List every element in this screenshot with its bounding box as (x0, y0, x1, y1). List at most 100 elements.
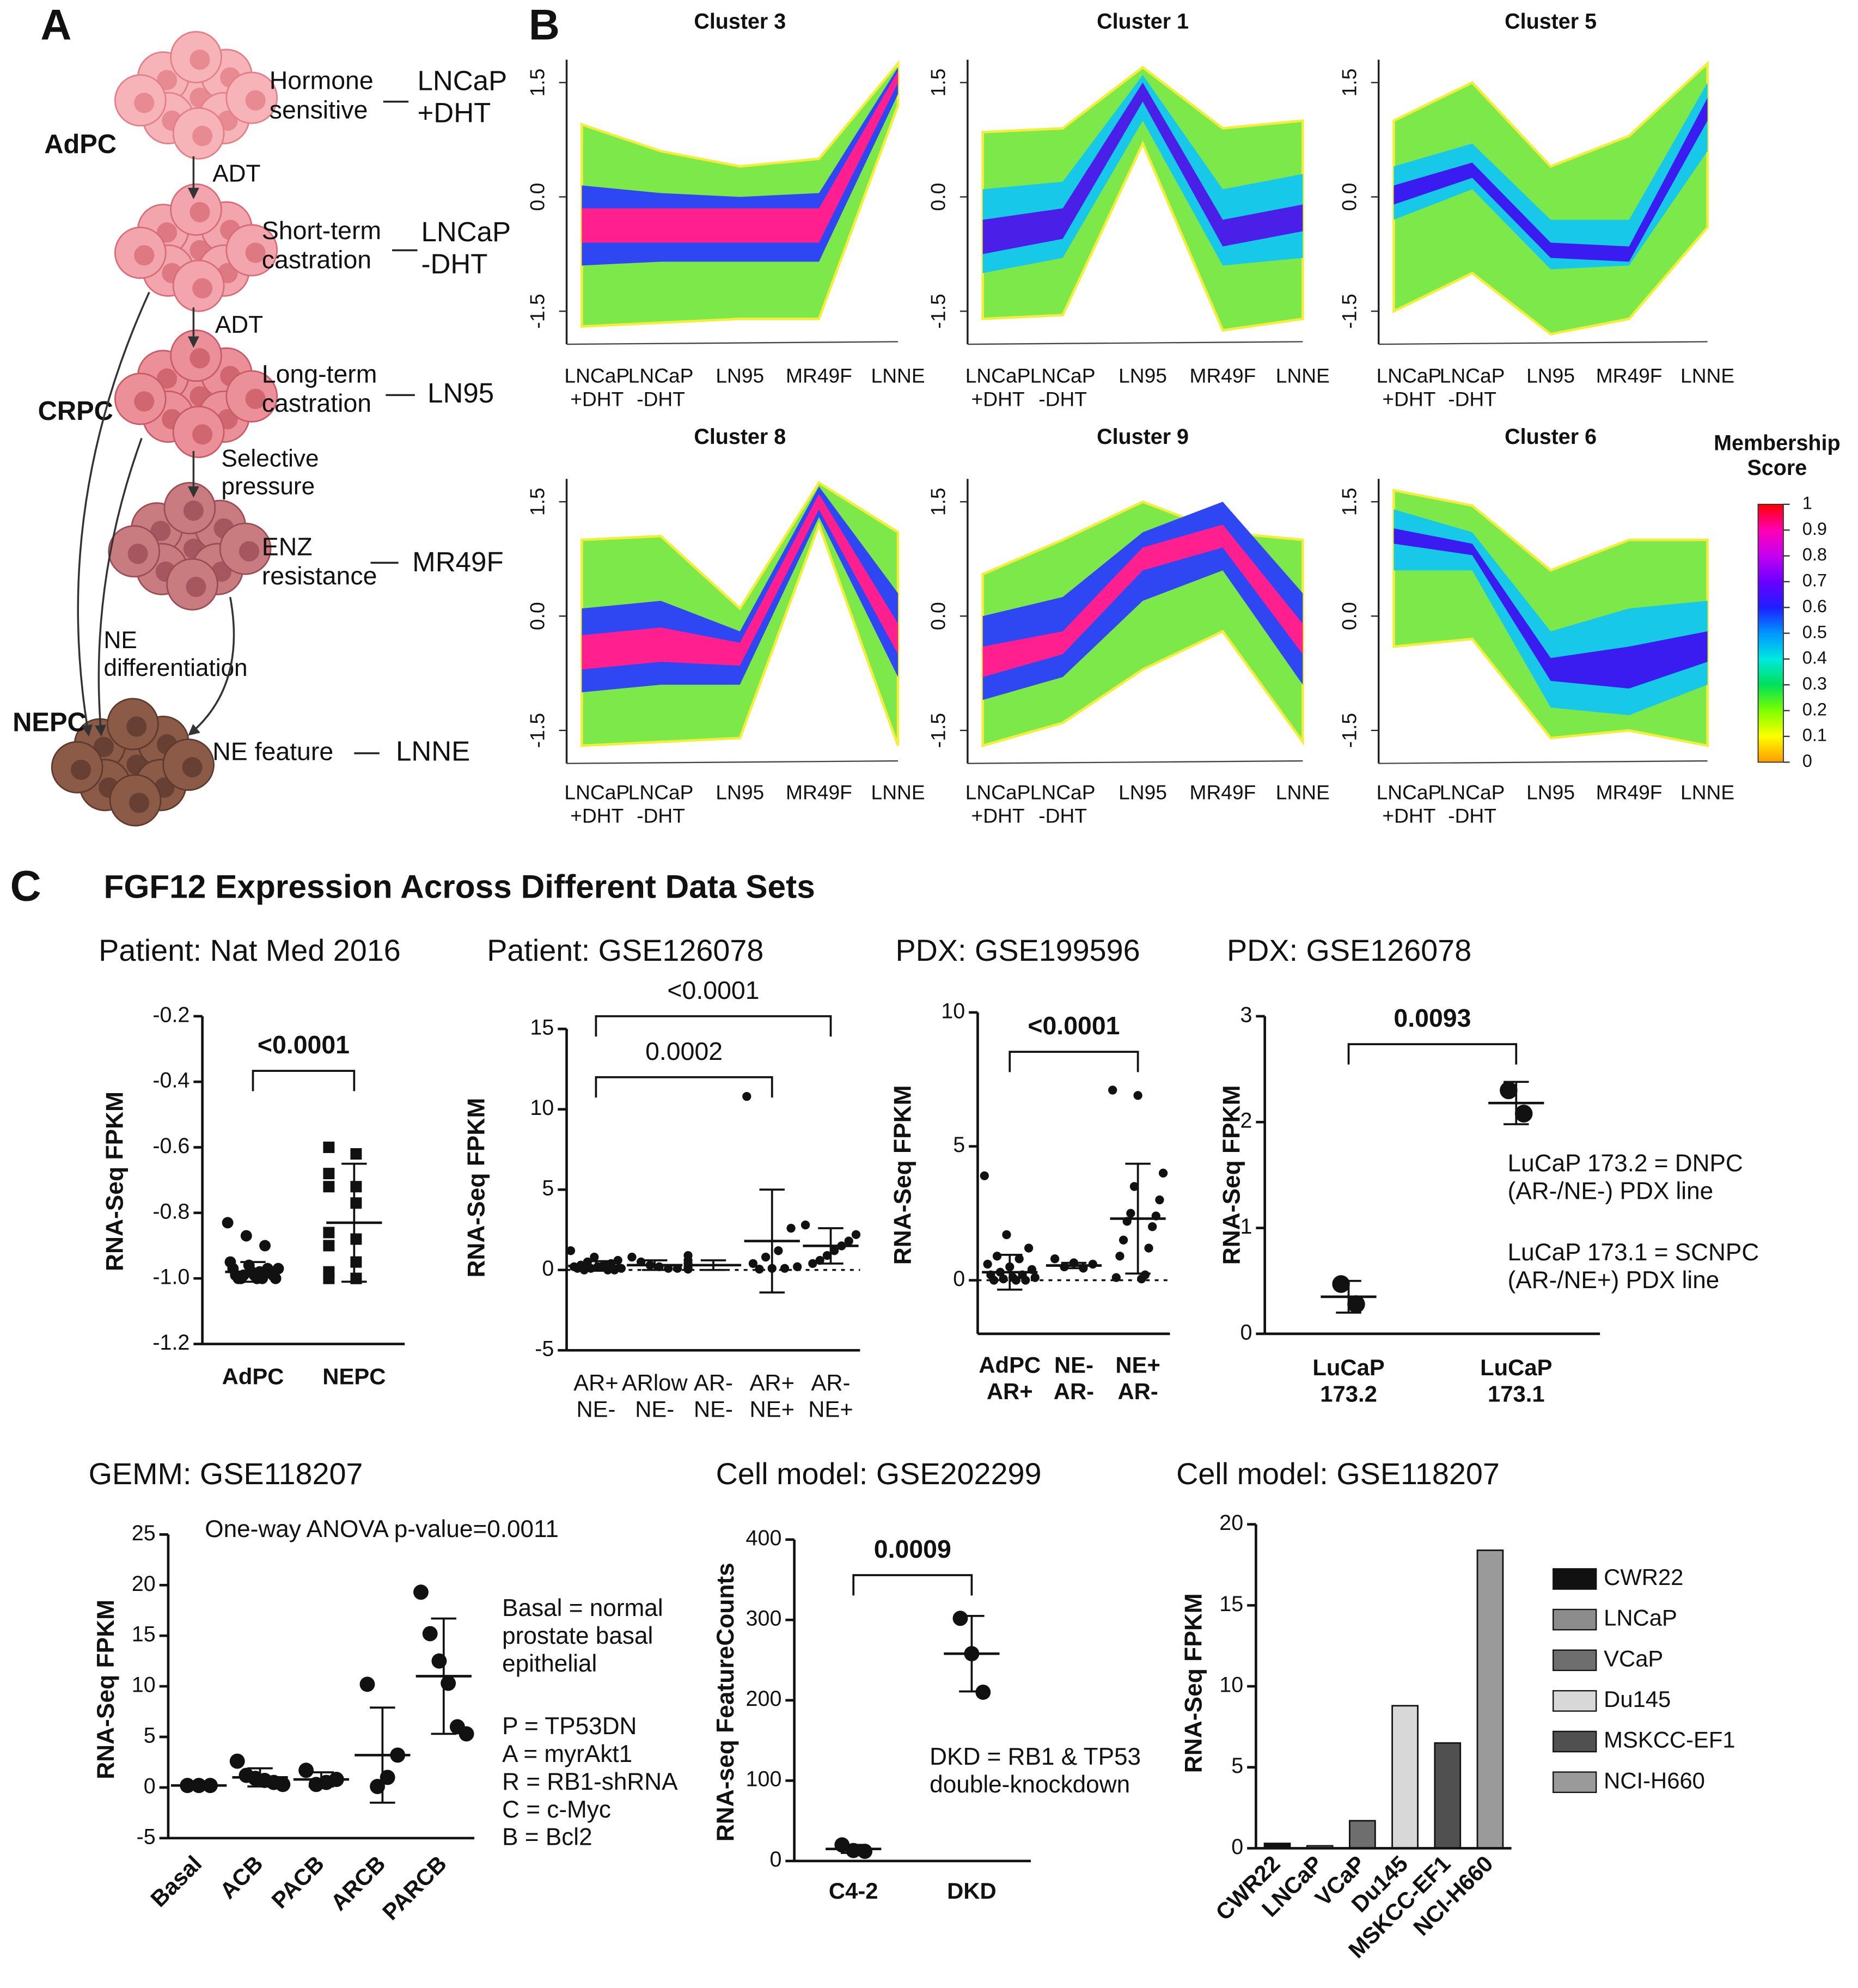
y-tick-label: 400 (746, 1526, 782, 1550)
x-tick-label: LNCaP +DHT (564, 364, 629, 410)
y-tick-label: 1.5 (1337, 487, 1360, 516)
y-tick-label: 15 (1219, 1592, 1243, 1616)
x-tick-label: AdPC AR+ (979, 1352, 1041, 1404)
x-tick-label: LNCaP +DHT (1377, 364, 1442, 410)
colorbar-tick-label: 0.1 (1802, 725, 1827, 745)
data-point (1088, 1259, 1097, 1269)
legend-swatch (1553, 1730, 1597, 1753)
nucleus (157, 70, 178, 90)
y-tick-label: -1.5 (1337, 713, 1360, 748)
membership-band (982, 82, 1303, 254)
data-point (1129, 1182, 1139, 1191)
data-point (808, 1259, 817, 1269)
x-tick-label: LNCaP -DHT (1440, 780, 1505, 827)
y-tick-label: 0.0 (927, 183, 950, 211)
data-point (1021, 1276, 1030, 1285)
y-tick-label: 1.5 (525, 487, 548, 516)
y-tick-label: 1.5 (525, 69, 548, 97)
legend-label: Du145 (1604, 1686, 1671, 1712)
data-point (229, 1753, 245, 1769)
data-point (590, 1252, 599, 1262)
x-tick-label: MR49F (786, 364, 852, 387)
error-bar (240, 1261, 266, 1283)
significance-bracket (852, 1574, 973, 1596)
data-point (323, 1142, 335, 1153)
p-value: 0.0093 (1394, 1004, 1471, 1032)
annotation: Basal = normal prostate basal epithelial (502, 1595, 663, 1677)
transition-label: ADT (212, 160, 260, 187)
transition-label: Selective pressure (221, 445, 319, 499)
x-tick-label: MR49F (1596, 364, 1663, 387)
error-bar (1336, 1279, 1361, 1314)
x-tick-label: LN95 (1526, 780, 1575, 803)
data-point (613, 1255, 622, 1265)
data-point (1030, 1273, 1040, 1282)
x-tick-label: LuCaP 173.2 (1312, 1355, 1384, 1406)
membership-band (582, 494, 899, 670)
annotation: One-way ANOVA p-value=0.0011 (205, 1516, 559, 1542)
data-point (1014, 1254, 1024, 1264)
colorbar-tick-label: 0.9 (1802, 519, 1827, 539)
data-point (459, 1726, 474, 1742)
data-point (350, 1148, 362, 1160)
error-bar (959, 1614, 985, 1693)
chart-title: Cluster 9 (1097, 425, 1189, 449)
error-bar (840, 1844, 866, 1854)
panel-label: A (40, 0, 71, 48)
cell-cluster (114, 329, 278, 459)
y-tick-label: 10 (1219, 1673, 1243, 1697)
y-tick-label: 0.0 (1337, 602, 1360, 630)
x-tick-label: AdPC (222, 1364, 284, 1389)
significance-bracket (1009, 1051, 1139, 1072)
colorbar-tick-label: 0.6 (1802, 596, 1827, 616)
bar (1349, 1820, 1376, 1849)
stage-label: Short-term castration (262, 216, 381, 274)
y-tick-label: -1.0 (152, 1265, 190, 1289)
y-tick-label: 0 (953, 1267, 965, 1291)
y-tick-label: -0.6 (152, 1134, 190, 1158)
data-point (350, 1256, 362, 1268)
nucleus (157, 222, 178, 243)
arrow (77, 291, 150, 737)
y-tick-label: 5 (542, 1176, 554, 1200)
y-tick-label: -1.5 (927, 294, 950, 328)
error-bar (186, 1784, 212, 1787)
data-point (240, 1230, 252, 1242)
y-tick-label: 0 (1231, 1835, 1243, 1859)
data-point (1158, 1168, 1168, 1178)
y-tick-label: -1.5 (525, 294, 548, 328)
y-axis-label: RNA-Seq FPKM (889, 1085, 916, 1265)
data-point (774, 1246, 783, 1255)
x-axis (1378, 760, 1708, 764)
x-tick-label: C4-2 (829, 1878, 878, 1904)
x-tick-label: LNNE (1680, 780, 1734, 803)
y-axis-label: RNA-Seq FPKM (1218, 1085, 1245, 1265)
y-axis-label: RNA-Seq FPKM (101, 1091, 128, 1271)
x-tick-label: LN95 (1526, 364, 1575, 387)
annotation: DKD = RB1 & TP53 double-knockdown (930, 1743, 1141, 1797)
data-point (780, 1264, 790, 1273)
data-point (980, 1171, 989, 1180)
p-value: <0.0001 (1028, 1011, 1120, 1040)
panel-label: C (10, 861, 41, 910)
y-tick-label: -0.2 (152, 1003, 190, 1027)
data-point (800, 1220, 810, 1230)
data-point (323, 1181, 335, 1193)
x-axis (967, 341, 1303, 345)
error-bar (1125, 1162, 1151, 1275)
chart-title: Patient: GSE126078 (487, 933, 763, 967)
data-point (761, 1252, 771, 1262)
nucleus (190, 202, 210, 223)
y-tick-label: 0 (542, 1257, 554, 1280)
panel-label: B (529, 0, 560, 48)
data-point (1500, 1081, 1518, 1100)
significance-bracket (595, 1015, 832, 1037)
membership-band (1394, 82, 1708, 270)
cell-cluster (51, 698, 215, 827)
data-point (992, 1252, 1002, 1261)
x-tick-label: LNCaP -DHT (628, 364, 694, 410)
nucleus (127, 544, 148, 564)
x-tick-label: LN95 (716, 364, 764, 387)
chart-title: Cell model: GSE202299 (716, 1456, 1042, 1491)
